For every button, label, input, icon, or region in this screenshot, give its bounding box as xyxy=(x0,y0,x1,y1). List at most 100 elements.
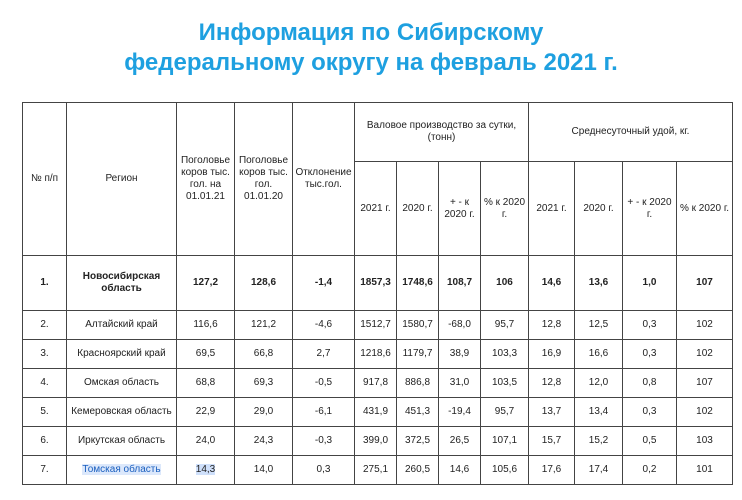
header-g-2021: 2021 г. xyxy=(354,161,397,256)
cell-cows-2021: 68,8 xyxy=(176,368,235,398)
cell-y-2020: 16,6 xyxy=(574,339,623,369)
cell-cows-2021: 69,5 xyxy=(176,339,235,369)
cell-g-2021: 1218,6 xyxy=(354,339,397,369)
cell-deviation: -1,4 xyxy=(292,255,355,311)
cell-y-2021: 17,6 xyxy=(528,455,575,485)
header-y-2020: 2020 г. xyxy=(574,161,623,256)
cell-deviation: 0,3 xyxy=(292,455,355,485)
cell-g-diff: -68,0 xyxy=(438,310,481,340)
cell-g-2020: 1748,6 xyxy=(396,255,439,311)
cell-region: Кемеровская область xyxy=(66,397,177,427)
cell-y-diff: 0,8 xyxy=(622,368,677,398)
cell-y-pct: 107 xyxy=(676,368,733,398)
title-line-2: федеральному округу на февраль 2021 г. xyxy=(124,49,618,76)
cell-region: Омская область xyxy=(66,368,177,398)
cell-region: Новосибирская область xyxy=(66,255,177,311)
cell-g-pct: 103,5 xyxy=(480,368,529,398)
table-row: 7. Томская область 14,3 14,0 0,3 275,1 2… xyxy=(22,455,733,485)
cell-g-2020: 451,3 xyxy=(396,397,439,427)
cell-y-2021: 12,8 xyxy=(528,310,575,340)
selected-region-text[interactable]: Томская область xyxy=(82,464,161,475)
cell-g-pct: 103,3 xyxy=(480,339,529,369)
cell-cows-2021: 24,0 xyxy=(176,426,235,456)
cell-cows-2020: 69,3 xyxy=(234,368,293,398)
header-row-2: 2021 г. 2020 г. + - к 2020 г. % к 2020 г… xyxy=(23,161,733,256)
cell-y-pct: 107 xyxy=(676,255,733,311)
selected-value-text[interactable]: 14,3 xyxy=(195,464,216,475)
table-row: 4. Омская область 68,8 69,3 -0,5 917,8 8… xyxy=(22,368,733,398)
cell-num: 6. xyxy=(22,426,67,456)
cell-y-diff: 0,2 xyxy=(622,455,677,485)
cell-y-diff: 1,0 xyxy=(622,255,677,311)
header-row-1: № п/п Регион Поголовье коров тыс. гол. н… xyxy=(22,102,733,256)
cell-region: Алтайский край xyxy=(66,310,177,340)
cell-g-diff: 14,6 xyxy=(438,455,481,485)
table-row: 3. Красноярский край 69,5 66,8 2,7 1218,… xyxy=(22,339,733,369)
cell-cows-2020: 29,0 xyxy=(234,397,293,427)
cell-y-2021: 14,6 xyxy=(528,255,575,311)
cell-g-2021: 1512,7 xyxy=(354,310,397,340)
table-row: 2. Алтайский край 116,6 121,2 -4,6 1512,… xyxy=(22,310,733,340)
cell-y-2020: 12,0 xyxy=(574,368,623,398)
cell-num: 2. xyxy=(22,310,67,340)
cell-y-2020: 12,5 xyxy=(574,310,623,340)
cell-num: 4. xyxy=(22,368,67,398)
header-num: № п/п xyxy=(22,102,67,256)
cell-y-2021: 16,9 xyxy=(528,339,575,369)
cell-y-diff: 0,3 xyxy=(622,397,677,427)
cell-deviation: -4,6 xyxy=(292,310,355,340)
cell-y-pct: 102 xyxy=(676,397,733,427)
cell-y-pct: 102 xyxy=(676,339,733,369)
cell-deviation: -6,1 xyxy=(292,397,355,427)
cell-g-2020: 1580,7 xyxy=(396,310,439,340)
cell-y-diff: 0,5 xyxy=(622,426,677,456)
cell-y-2021: 12,8 xyxy=(528,368,575,398)
cell-g-diff: 108,7 xyxy=(438,255,481,311)
header-yield-group: Среднесуточный удой, кг. xyxy=(528,102,733,162)
header-region: Регион xyxy=(66,102,177,256)
cell-cows-2020: 14,0 xyxy=(234,455,293,485)
cell-g-2021: 399,0 xyxy=(354,426,397,456)
header-g-2020: 2020 г. xyxy=(396,161,439,256)
table-row: 1. Новосибирская область 127,2 128,6 -1,… xyxy=(22,255,733,311)
cell-deviation: 2,7 xyxy=(292,339,355,369)
cell-g-pct: 95,7 xyxy=(480,397,529,427)
header-gross-group: Валовое производство за сутки, (тонн) xyxy=(354,102,529,162)
cell-y-2020: 17,4 xyxy=(574,455,623,485)
title-line-1: Информация по Сибирскому xyxy=(198,19,544,46)
table-row: 5. Кемеровская область 22,9 29,0 -6,1 43… xyxy=(22,397,733,427)
cell-y-2020: 13,4 xyxy=(574,397,623,427)
cell-cows-2020: 128,6 xyxy=(234,255,293,311)
cell-num: 1. xyxy=(22,255,67,311)
cell-cows-2020: 121,2 xyxy=(234,310,293,340)
header-cows-2021: Поголовье коров тыс. гол. на 01.01.21 xyxy=(176,102,235,256)
cell-y-pct: 102 xyxy=(676,310,733,340)
cell-g-pct: 106 xyxy=(480,255,529,311)
header-y-pct: % к 2020 г. xyxy=(676,161,733,256)
cell-g-2020: 260,5 xyxy=(396,455,439,485)
cell-y-diff: 0,3 xyxy=(622,339,677,369)
cell-g-2020: 886,8 xyxy=(396,368,439,398)
cell-y-2020: 13,6 xyxy=(574,255,623,311)
cell-num: 5. xyxy=(22,397,67,427)
cell-g-pct: 105,6 xyxy=(480,455,529,485)
header-g-diff: + - к 2020 г. xyxy=(438,161,481,256)
cell-g-2021: 431,9 xyxy=(354,397,397,427)
cell-cows-2020: 24,3 xyxy=(234,426,293,456)
cell-g-2021: 275,1 xyxy=(354,455,397,485)
cell-g-2021: 917,8 xyxy=(354,368,397,398)
header-deviation: Отклонение тыс.гол. xyxy=(292,102,355,256)
cell-cows-2020: 66,8 xyxy=(234,339,293,369)
document-title: Информация по Сибирскому федеральному ок… xyxy=(0,18,742,78)
cell-region: Томская область xyxy=(66,455,177,485)
cell-cows-2021: 14,3 xyxy=(176,455,235,485)
cell-region: Иркутская область xyxy=(66,426,177,456)
cell-cows-2021: 116,6 xyxy=(176,310,235,340)
header-cows-2020: Поголовье коров тыс. гол. 01.01.20 xyxy=(234,102,293,256)
cell-g-pct: 95,7 xyxy=(480,310,529,340)
cell-y-pct: 101 xyxy=(676,455,733,485)
cell-num: 7. xyxy=(22,455,67,485)
header-g-pct: % к 2020 г. xyxy=(480,161,529,256)
cell-g-2020: 1179,7 xyxy=(396,339,439,369)
cell-y-2021: 13,7 xyxy=(528,397,575,427)
